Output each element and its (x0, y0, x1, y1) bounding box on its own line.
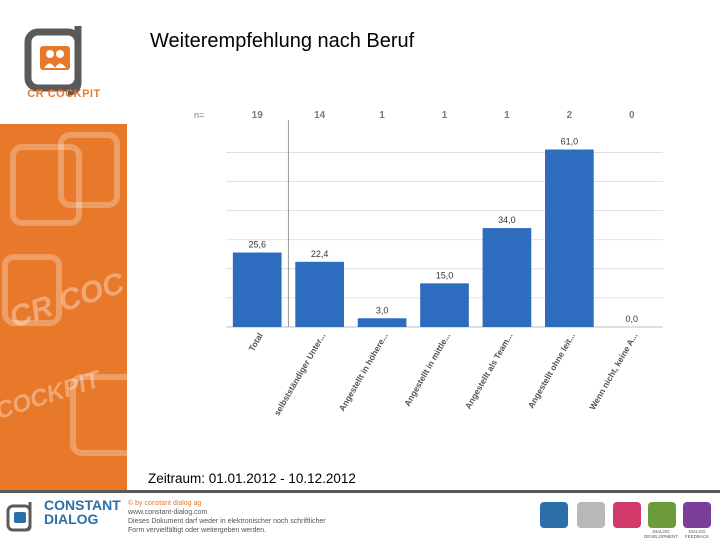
website: www.constant-dialog.com (128, 509, 208, 516)
data-label: 34,0 (498, 215, 516, 225)
company-name-line1: CONSTANT (44, 497, 121, 513)
copyright: © by constant dialog ag (128, 500, 202, 507)
category-label: selbstständiger Unter... (272, 331, 328, 417)
category-label: Angestellt ohne leit... (526, 331, 577, 410)
data-label: 0,0 (626, 314, 639, 324)
bar (420, 283, 469, 327)
sidebar: CR COCKPIT CR COC COCKPIT (0, 0, 127, 490)
constant-dialog-logo-icon (6, 500, 42, 534)
company-name: CONSTANT DIALOG (44, 498, 121, 526)
category-label: Angestellt als Team... (463, 331, 515, 411)
product-label: DIALOG FEEDBACK (684, 529, 710, 539)
n-value: 19 (252, 110, 264, 121)
product-label: DIALOG DEVELOPMENT (644, 529, 679, 539)
category-label: Angestellt in mittle... (402, 331, 452, 408)
logo-text: CR COCKPIT (27, 88, 101, 100)
notice-line-2: Form vervielfältigt oder weitergeben wer… (128, 527, 267, 534)
company-name-line2: DIALOG (44, 511, 99, 527)
bar (545, 149, 594, 327)
footer-notice: © by constant dialog ag www.constant-dia… (128, 499, 326, 535)
data-label: 22,4 (311, 249, 329, 259)
sidebar-decoration: CR COC COCKPIT (0, 124, 127, 490)
product-logo-icon (613, 502, 641, 528)
product-logo-icon (683, 502, 711, 528)
data-label: 25,6 (248, 240, 266, 250)
bar (482, 228, 532, 327)
category-label: Angestellt in höhere... (337, 331, 390, 413)
n-value: 1 (379, 110, 385, 121)
bar (357, 318, 407, 327)
data-label: 3,0 (376, 305, 389, 315)
n-value: 0 (629, 110, 635, 121)
n-value: 2 (567, 110, 573, 121)
n-value: 1 (504, 110, 510, 121)
n-label: n= (194, 110, 204, 120)
bar (232, 252, 282, 327)
cr-cockpit-logo-icon (22, 22, 106, 104)
n-value: 14 (314, 110, 326, 121)
category-label: Total (246, 331, 265, 353)
category-label: Wenn nicht, keine A... (587, 331, 639, 412)
product-logo-icon (648, 502, 676, 528)
period-label: Zeitraum: 01.01.2012 - 10.12.2012 (148, 471, 356, 486)
product-logo-icon (577, 502, 605, 528)
notice-line-1: Dieses Dokument darf weder in elektronis… (128, 518, 326, 525)
data-label: 15,0 (436, 270, 454, 280)
data-label: 61,0 (561, 137, 579, 147)
bar-chart: n= 25,6 19 Total 22,4 14 selbstständiger Unter… (194, 110, 663, 417)
bar (295, 261, 344, 327)
page-title: Weiterempfehlung nach Beruf (150, 30, 415, 52)
n-value: 1 (442, 110, 448, 121)
product-logo-icon (540, 502, 568, 528)
